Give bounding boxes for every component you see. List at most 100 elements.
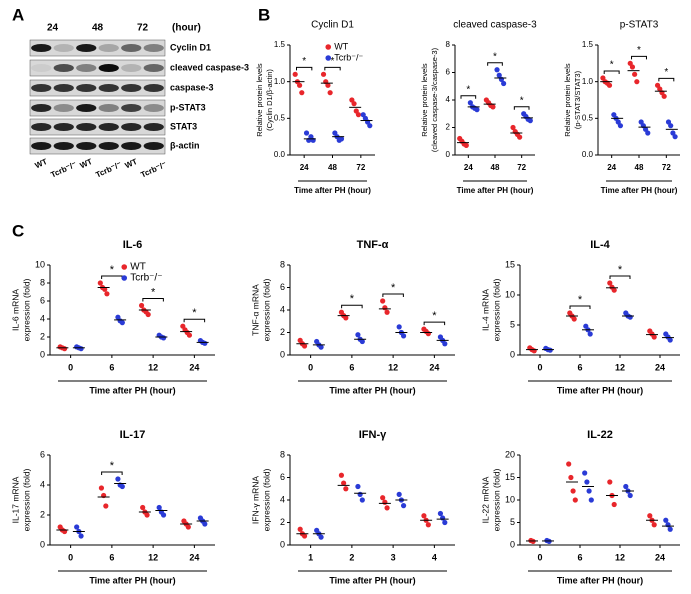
y-tick-label: 2: [40, 509, 45, 519]
y-tick-label: 2: [446, 123, 451, 132]
blot-band: [53, 123, 74, 131]
blot-band: [31, 64, 52, 72]
y-tick-label: 0.0: [582, 150, 594, 159]
y-axis-label: expression (fold): [21, 468, 31, 531]
y-tick-label: 1.5: [582, 40, 594, 49]
y-tick-label: 1.5: [274, 40, 286, 49]
blot-band: [53, 104, 74, 112]
data-point: [396, 324, 402, 330]
y-tick-label: 20: [505, 449, 515, 459]
data-point: [202, 521, 208, 527]
y-tick-label: 0: [446, 150, 451, 159]
x-tick-label: 48: [635, 163, 644, 172]
band-label: Cyclin D1: [170, 42, 211, 52]
blot-band: [31, 142, 52, 150]
blot-band: [53, 142, 74, 150]
band-label: cleaved caspase-3: [170, 62, 249, 72]
y-tick-label: 0.0: [274, 150, 286, 159]
sig-bracket: [513, 106, 530, 110]
blot-band: [76, 123, 97, 131]
data-point: [185, 524, 191, 530]
y-tick-label: 0.5: [582, 113, 594, 122]
data-point: [645, 130, 651, 136]
y-tick-label: 10: [505, 494, 515, 504]
y-tick-label: 4: [40, 479, 45, 489]
data-point: [382, 305, 388, 311]
blot-band: [31, 104, 52, 112]
chart-title: IL-4: [590, 239, 610, 251]
data-point: [510, 124, 516, 131]
sig-bracket: [658, 77, 675, 82]
chart-title: TNF-α: [357, 239, 389, 251]
sig-bracket: [341, 304, 363, 309]
x-tick-label: 72: [662, 163, 671, 172]
data-point: [527, 118, 533, 124]
blot-band: [143, 142, 164, 150]
legend-marker: [325, 44, 332, 50]
x-tick-label: 1: [308, 552, 313, 562]
x-tick-label: 12: [388, 362, 398, 372]
y-axis-label: IL-22 mRNA: [480, 476, 490, 523]
x-tick-label: 6: [109, 552, 114, 562]
data-point: [297, 82, 303, 88]
y-axis-label: (p-STAT3/STAT3): [573, 70, 582, 129]
band-label: caspase-3: [170, 82, 214, 92]
chart-title: IL-17: [120, 429, 146, 441]
data-point: [566, 461, 572, 467]
data-point: [318, 344, 324, 350]
blot-band: [31, 123, 52, 131]
x-tick-label: 24: [189, 552, 199, 562]
sig-star: *: [618, 264, 623, 276]
legend-marker: [121, 264, 128, 270]
y-tick-label: 1.0: [582, 77, 594, 86]
data-point: [343, 486, 349, 492]
y-tick-label: 6: [280, 282, 285, 292]
blot-band: [76, 104, 97, 112]
blot-band: [121, 44, 142, 52]
data-point: [357, 491, 363, 497]
sig-bracket: [142, 298, 164, 302]
data-point: [442, 341, 448, 347]
sig-star: *: [578, 294, 583, 306]
data-point: [629, 64, 636, 70]
blot-band: [143, 104, 164, 112]
sig-bracket: [382, 293, 404, 297]
blot-band: [121, 84, 142, 92]
y-axis-label: TNF-α mRNA: [250, 284, 260, 336]
chart-title: cleaved caspase-3: [453, 20, 537, 31]
y-tick-label: 0: [280, 539, 285, 549]
lane-label: WT: [124, 157, 139, 170]
sig-star: *: [466, 84, 470, 95]
x-tick-label: 6: [577, 362, 582, 372]
x-axis-label: Time after PH (hour): [89, 575, 175, 585]
x-axis-label: Time after PH (hour): [329, 575, 415, 585]
y-tick-label: 0: [510, 349, 515, 359]
data-point: [303, 130, 310, 136]
y-axis-label: expression (fold): [261, 468, 271, 531]
y-tick-label: 0.5: [274, 113, 286, 122]
y-tick-label: 1.0: [274, 77, 286, 86]
data-point: [570, 488, 576, 494]
data-point: [572, 497, 578, 503]
blot-band: [98, 123, 119, 131]
blot-band: [143, 123, 164, 131]
y-tick-label: 6: [280, 472, 285, 482]
data-point: [547, 347, 553, 353]
data-point: [663, 517, 669, 523]
data-point: [301, 343, 308, 349]
sig-star: *: [432, 310, 437, 322]
x-tick-label: 24: [655, 362, 665, 372]
data-point: [355, 332, 361, 338]
sig-star: *: [610, 60, 614, 71]
y-tick-label: 4: [280, 304, 285, 314]
y-tick-label: 6: [40, 295, 45, 305]
x-tick-label: 24: [429, 362, 439, 372]
data-point: [140, 504, 146, 511]
data-point: [623, 483, 629, 490]
data-point: [606, 82, 613, 88]
x-tick-label: 12: [615, 552, 625, 562]
y-tick-label: 15: [505, 472, 515, 482]
chart-title: IL-6: [123, 239, 143, 251]
y-axis-label: expression (fold): [491, 468, 501, 531]
y-tick-label: 10: [35, 259, 45, 269]
